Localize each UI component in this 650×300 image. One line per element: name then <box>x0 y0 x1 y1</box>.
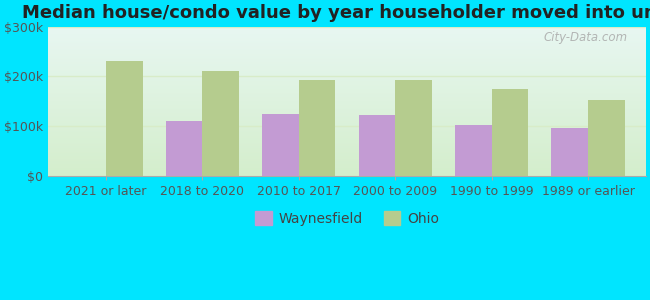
Title: Median house/condo value by year householder moved into unit: Median house/condo value by year househo… <box>22 4 650 22</box>
Bar <box>166 121 202 176</box>
Bar <box>491 89 528 176</box>
Bar <box>299 80 335 176</box>
Bar <box>588 100 625 176</box>
Bar <box>202 71 239 176</box>
Bar <box>106 61 142 176</box>
Bar <box>395 80 432 176</box>
Legend: Waynesfield, Ohio: Waynesfield, Ohio <box>250 206 445 232</box>
Bar <box>455 124 491 176</box>
Text: City-Data.com: City-Data.com <box>544 31 628 44</box>
Bar <box>359 115 395 176</box>
Bar <box>551 128 588 176</box>
Bar <box>262 114 299 176</box>
